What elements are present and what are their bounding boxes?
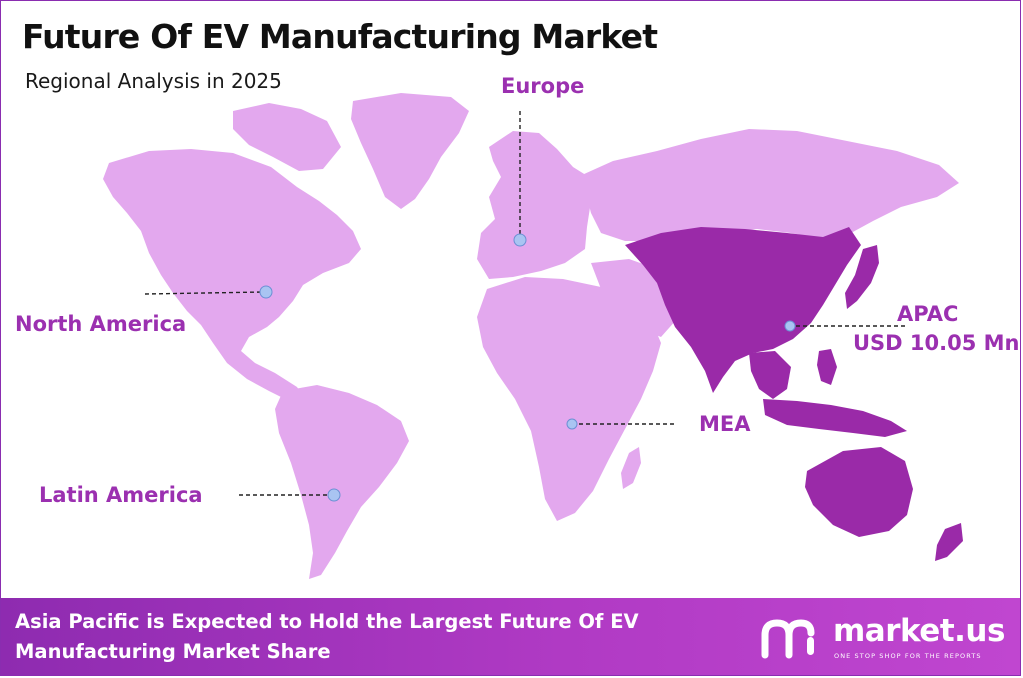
leader-lines [144,111,906,496]
australia [805,447,913,537]
north-america-marker [259,285,273,299]
label-apac-value: USD 10.05 Mn [853,331,1020,355]
latin-america-marker [327,488,341,502]
north-america [103,149,361,401]
new-zealand [935,523,963,561]
indonesia [763,399,907,437]
madagascar [621,447,641,489]
land-masses [103,93,959,579]
label-mea: MEA [699,412,751,436]
europe [477,131,591,279]
north-america-leader [144,291,265,295]
page-title: Future Of EV Manufacturing Market [22,17,658,56]
footer-banner: Asia Pacific is Expected to Hold the Lar… [1,598,1020,675]
russia [573,129,959,241]
southeast-asia [749,351,791,399]
asia-highlight [625,227,861,393]
page-subtitle: Regional Analysis in 2025 [25,69,282,93]
brand-tagline: ONE STOP SHOP FOR THE REPORTS [834,652,982,660]
mea-marker [566,418,578,430]
world-map [103,93,963,579]
footer-line-2: Manufacturing Market Share [15,640,331,663]
philippines [817,349,837,385]
greenland [351,93,469,209]
arctic-islands [233,103,341,171]
label-north-america: North America [15,312,187,336]
brand-name: market.us [833,613,1005,649]
footer-line-1: Asia Pacific is Expected to Hold the Lar… [15,610,639,633]
label-europe: Europe [501,74,585,98]
japan [845,245,879,309]
apac-marker [784,320,796,332]
south-america [275,385,409,579]
region-markers [259,233,796,502]
market-us-logo-icon [761,619,815,659]
europe-marker [513,233,527,247]
label-apac: APAC [897,302,959,326]
label-latin-america: Latin America [39,483,203,507]
apac-highlight [625,227,963,561]
africa [477,277,661,521]
